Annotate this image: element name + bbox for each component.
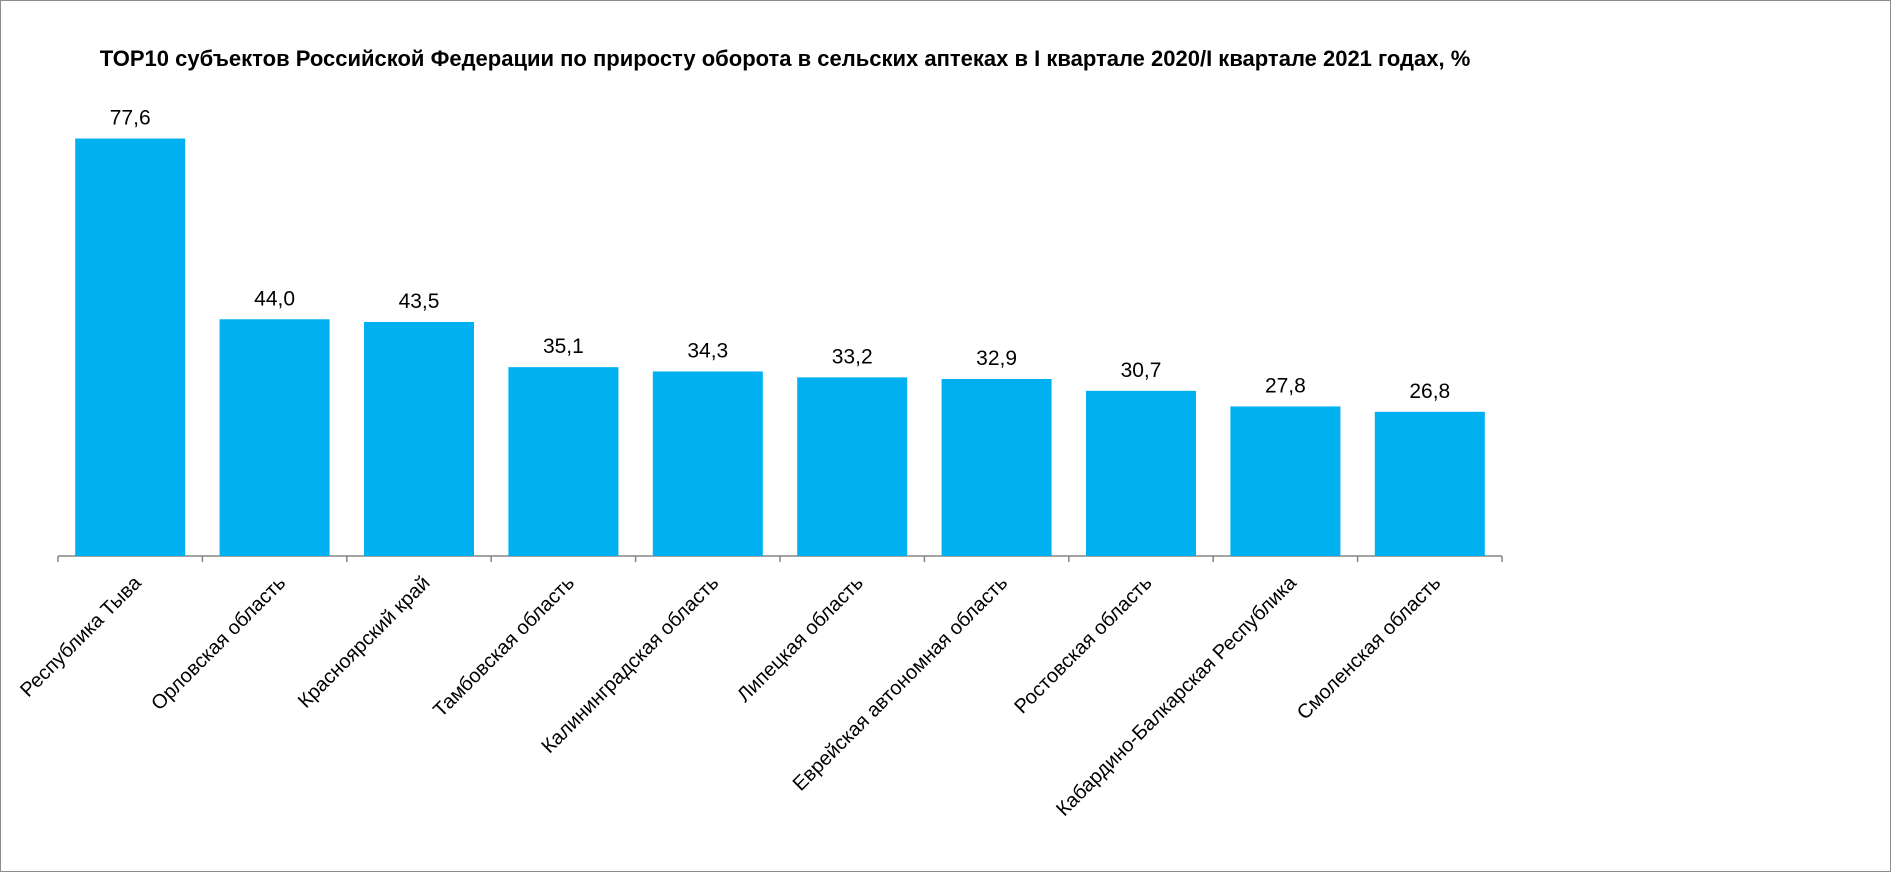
data-label: 34,3 bbox=[687, 339, 728, 362]
category-tick-label: Орловская область bbox=[147, 572, 290, 715]
category-tick-label: Тамбовская область bbox=[429, 572, 579, 722]
data-label: 44,0 bbox=[254, 287, 295, 310]
category-tick-label: Республика Тыва bbox=[16, 571, 146, 701]
data-label: 26,8 bbox=[1409, 380, 1450, 403]
data-label: 33,2 bbox=[832, 345, 873, 368]
bar bbox=[652, 371, 763, 556]
bar bbox=[1086, 390, 1196, 556]
chart-title: TOP10 субъектов Российской Федерации по … bbox=[99, 46, 1471, 71]
category-tick-label: Кабардино-Балкарская Республика bbox=[1052, 571, 1301, 820]
bar bbox=[219, 319, 330, 556]
data-label: 30,7 bbox=[1121, 359, 1162, 382]
data-label: 32,9 bbox=[976, 347, 1017, 370]
category-tick-label: Липецкая область bbox=[733, 572, 868, 707]
category-tick-label: Смоленская область bbox=[1293, 572, 1445, 724]
data-label: 27,8 bbox=[1265, 374, 1306, 397]
bar bbox=[75, 138, 186, 556]
category-tick-label: Ростовская область bbox=[1010, 572, 1156, 718]
bar bbox=[797, 377, 908, 556]
data-label: 77,6 bbox=[110, 107, 151, 130]
category-tick-label: Красноярский край bbox=[294, 572, 435, 713]
bar bbox=[364, 321, 474, 556]
data-label: 35,1 bbox=[543, 335, 584, 358]
bar bbox=[1374, 411, 1485, 556]
data-label: 43,5 bbox=[399, 290, 440, 313]
bar bbox=[1230, 406, 1341, 556]
bar bbox=[941, 378, 1052, 556]
bar bbox=[508, 367, 619, 556]
